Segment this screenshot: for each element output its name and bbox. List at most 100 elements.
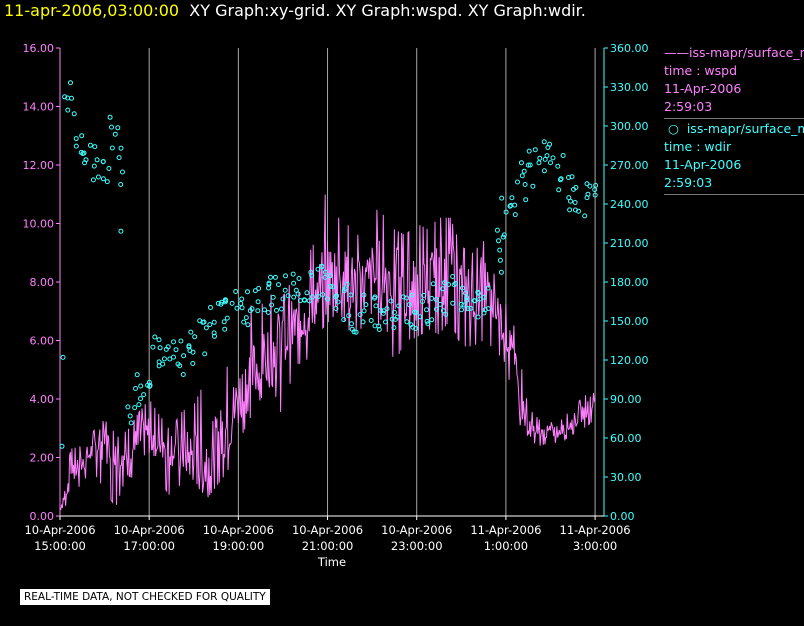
- wdir-point: [100, 176, 106, 182]
- wdir-point: [450, 274, 456, 279]
- wdir-point: [306, 298, 312, 304]
- wdir-point: [450, 300, 456, 306]
- wdir-point: [404, 319, 410, 325]
- wdir-point: [363, 302, 369, 308]
- wdir-point: [282, 287, 288, 293]
- title-timestamp: 11-apr-2006,03:00:00: [4, 1, 180, 20]
- legend-divider: [664, 194, 804, 195]
- wdir-point: [440, 308, 446, 314]
- wdir-point: [65, 107, 71, 113]
- legend-wspd-date: 11-Apr-2006: [664, 81, 742, 96]
- wdir-point: [592, 187, 598, 193]
- y-right-tick-label: 300.00: [610, 120, 649, 133]
- wdir-point: [249, 306, 255, 312]
- wdir-point: [136, 402, 142, 408]
- title-text: XY Graph:xy-grid. XY Graph:wspd. XY Grap…: [189, 1, 586, 20]
- x-tick-time: 3:00:00: [573, 539, 617, 553]
- wdir-point: [280, 296, 286, 302]
- y-left-tick-label: 6.00: [30, 335, 55, 348]
- wdir-point: [212, 333, 217, 339]
- wdir-point: [380, 310, 386, 316]
- wdir-point: [211, 330, 217, 336]
- wdir-point: [417, 314, 423, 320]
- wdir-point: [507, 203, 513, 209]
- wdir-point: [120, 169, 125, 175]
- wdir-point: [138, 383, 144, 389]
- wdir-point: [541, 139, 547, 145]
- wdir-point: [134, 372, 140, 378]
- wdir-point: [161, 356, 167, 362]
- wdir-point: [91, 163, 97, 169]
- wdir-point: [255, 308, 261, 314]
- wdir-point: [215, 300, 221, 306]
- wdir-point: [190, 361, 196, 366]
- wdir-point: [496, 238, 501, 244]
- wdir-point: [59, 443, 65, 449]
- wdir-point: [536, 160, 542, 166]
- wdir-point: [315, 294, 321, 299]
- wdir-point: [283, 273, 288, 279]
- wdir-point: [498, 269, 504, 275]
- wdir-point: [381, 308, 387, 314]
- wdir-point: [118, 228, 124, 234]
- wdir-point: [150, 344, 156, 350]
- wdir-point: [360, 319, 366, 325]
- legend-wdir-label: ○ iss-mapr/surface_m: [664, 121, 804, 136]
- wdir-point: [188, 329, 194, 335]
- wdir-point: [587, 183, 593, 189]
- wdir-point: [585, 191, 591, 197]
- y-right-tick-label: 270.00: [610, 159, 649, 172]
- wdir-point: [320, 292, 326, 298]
- wdir-point: [420, 299, 425, 304]
- wdir-point: [304, 290, 310, 296]
- wdir-point: [256, 286, 262, 291]
- wdir-point: [527, 162, 533, 168]
- wdir-point: [239, 305, 245, 311]
- wdir-point: [202, 351, 208, 357]
- wdir-point: [173, 347, 179, 353]
- wdir-point: [451, 282, 457, 288]
- wdir-point: [330, 284, 336, 290]
- wdir-point: [412, 309, 417, 315]
- wdir-point: [290, 271, 296, 277]
- wdir-point: [245, 322, 251, 328]
- wdir-point: [178, 338, 184, 344]
- wdir-point: [389, 316, 395, 322]
- wdir-point: [208, 305, 213, 310]
- wdir-point: [406, 302, 412, 308]
- wdir-point: [584, 181, 590, 187]
- wdir-point: [481, 310, 487, 316]
- wdir-point: [328, 283, 333, 289]
- wdir-point: [73, 143, 79, 149]
- wdir-point: [245, 289, 250, 295]
- wdir-point: [128, 420, 134, 426]
- wdir-point: [571, 186, 576, 192]
- wdir-point: [500, 234, 506, 240]
- wdir-point: [269, 302, 275, 308]
- wdir-point: [118, 182, 124, 187]
- wdir-point: [291, 280, 297, 286]
- x-tick-time: 15:00:00: [34, 539, 86, 553]
- wdir-point: [133, 386, 138, 391]
- wdir-point: [499, 195, 505, 201]
- wdir-point: [349, 326, 355, 332]
- wdir-point: [437, 301, 443, 307]
- wdir-point: [291, 294, 297, 300]
- wdir-point: [221, 319, 227, 325]
- y-right-tick-label: 180.00: [610, 276, 649, 289]
- wdir-point: [68, 80, 73, 86]
- wdir-point: [333, 306, 339, 311]
- wdir-point: [190, 349, 196, 355]
- x-tick-time: 21:00:00: [302, 539, 354, 553]
- wdir-point: [156, 337, 162, 343]
- wdir-point: [429, 317, 435, 323]
- y-right-tick-label: 60.00: [610, 432, 642, 445]
- x-tick-time: 19:00:00: [213, 539, 265, 553]
- wdir-point: [125, 404, 131, 410]
- wdir-point: [572, 207, 578, 213]
- wdir-point: [274, 307, 279, 313]
- wdir-point: [433, 297, 439, 302]
- y-right-tick-label: 240.00: [610, 198, 649, 211]
- wdir-point: [461, 302, 467, 308]
- quality-disclaimer: REAL-TIME DATA, NOT CHECKED FOR QUALITY: [20, 589, 270, 605]
